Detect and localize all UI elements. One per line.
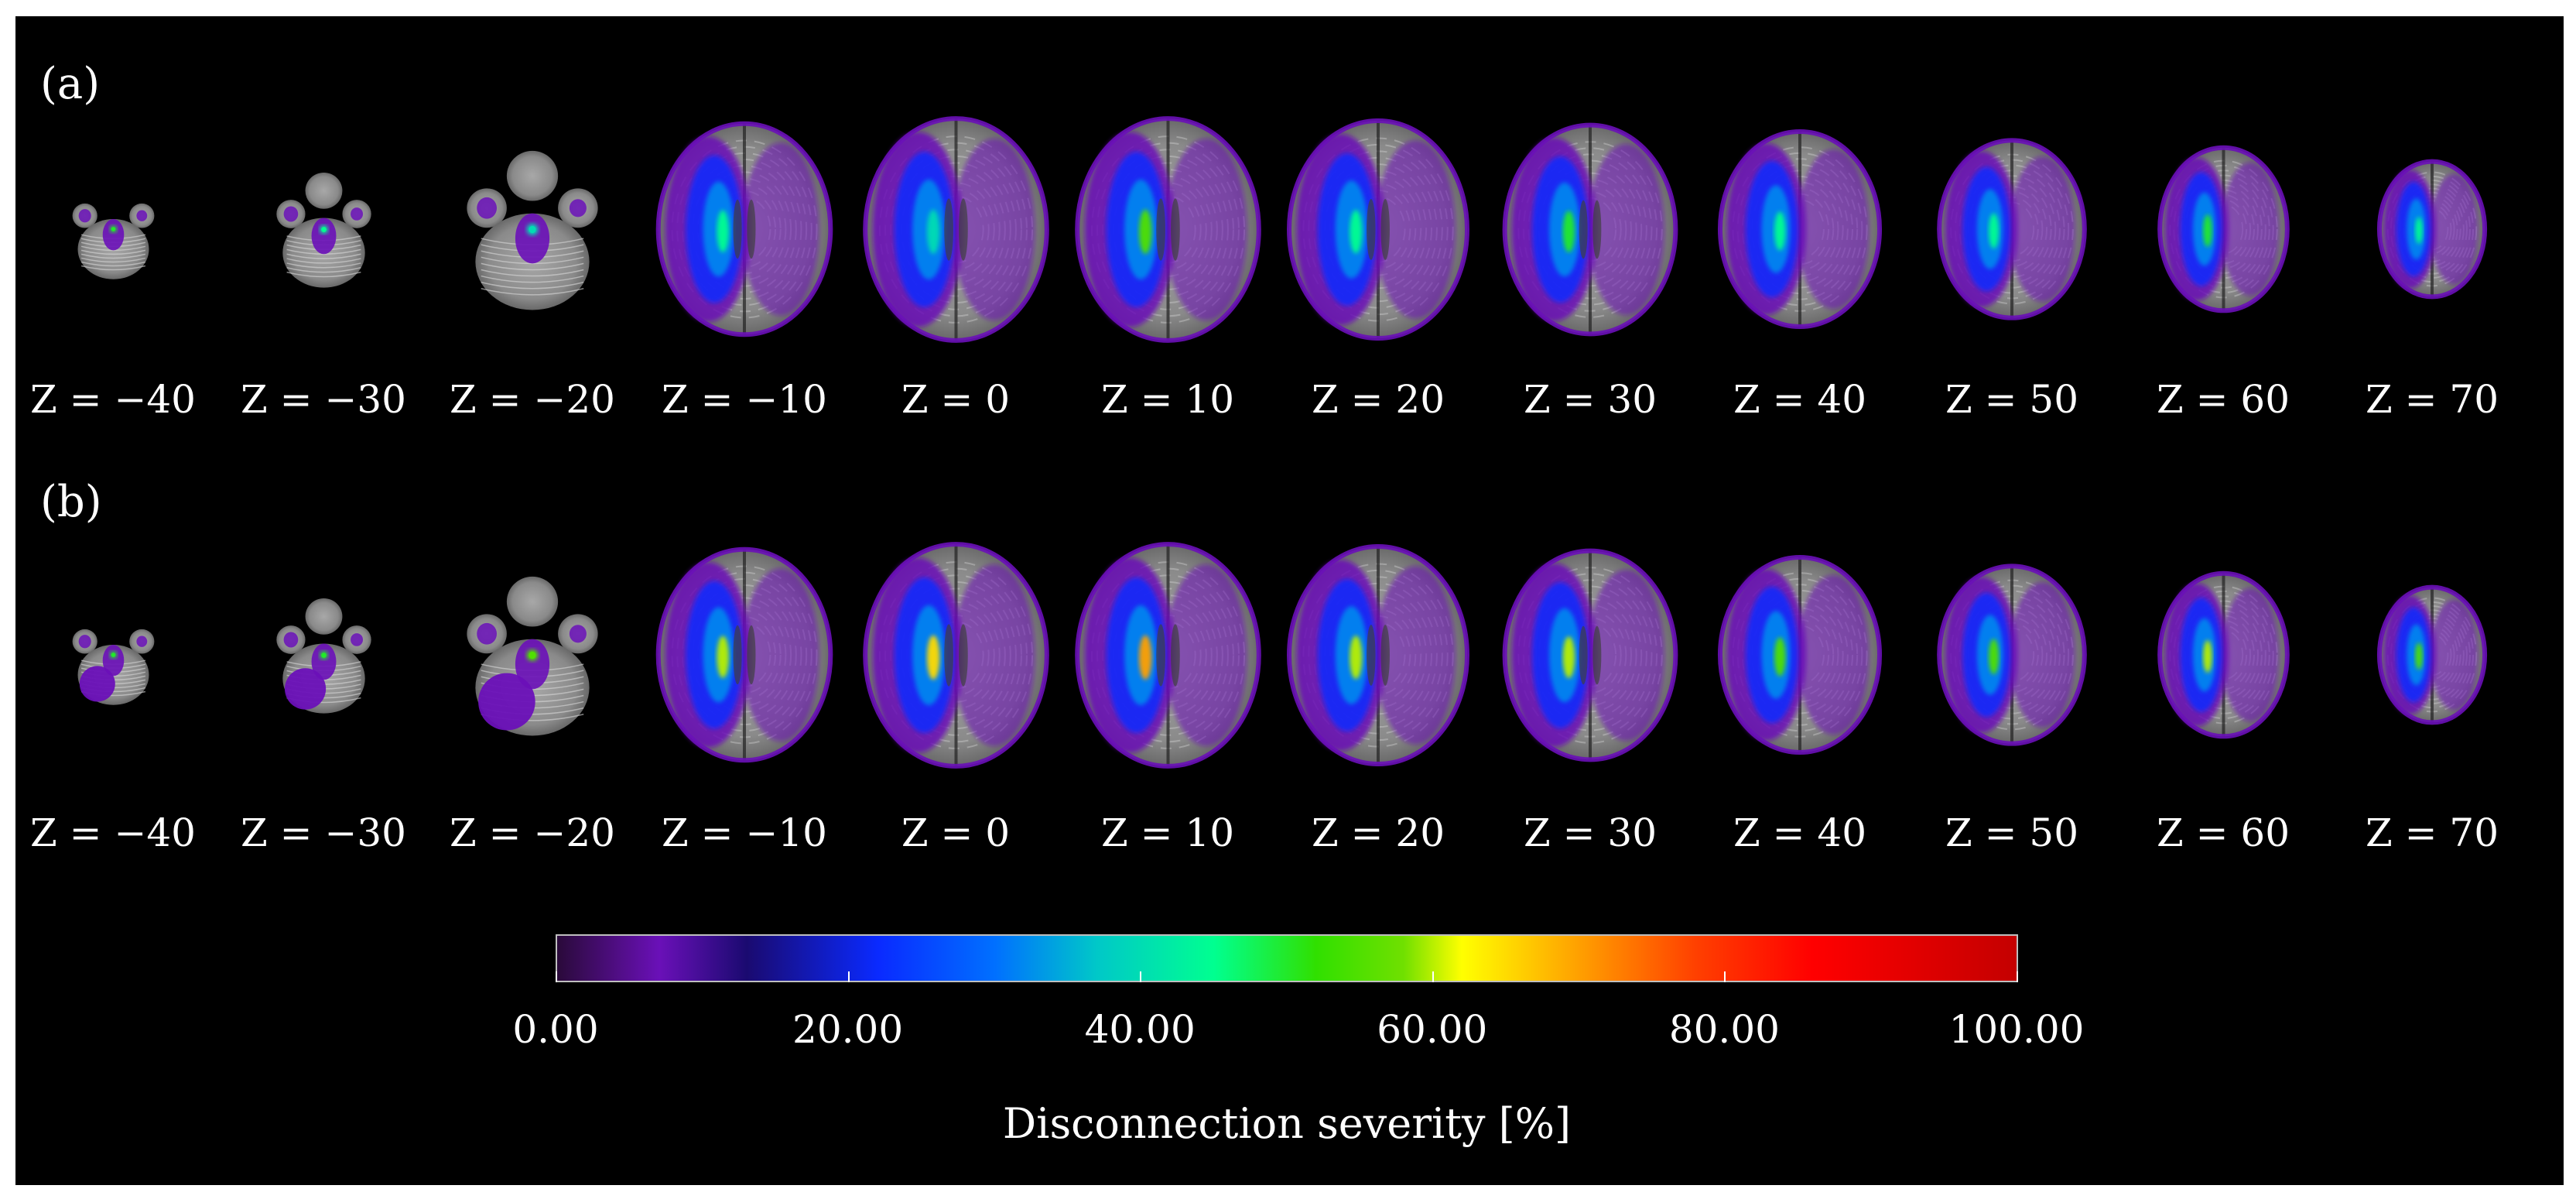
brain-slice: [1933, 560, 2091, 749]
brain-slice-image: [1074, 541, 1261, 769]
brain-slice: [1281, 540, 1475, 771]
z-label: Z = −30: [241, 377, 406, 422]
z-label: Z = 60: [2156, 377, 2290, 422]
brain-slice: [272, 165, 375, 294]
z-label: Z = 40: [1733, 810, 1867, 855]
brain-slice-image: [2157, 570, 2290, 739]
brain-slice-image: [1502, 548, 1678, 762]
z-label: Z = 10: [1100, 377, 1235, 422]
figure: (a) (b) Z = −40 Z = −30 Z = −20 Z = −10 Z = …: [15, 16, 2564, 1185]
brain-slice-image: [1937, 564, 2087, 746]
z-label: Z = −10: [662, 810, 827, 855]
brain-slice-image: [655, 546, 833, 763]
brain-slice: [69, 173, 158, 285]
colorbar-tick-label: 80.00: [1668, 1007, 1780, 1052]
brain-slice-image: [1074, 115, 1261, 343]
brain-slice: [1713, 125, 1887, 333]
brain-slice-image: [1502, 122, 1678, 336]
colorbar-title: Disconnection severity [%]: [1002, 1099, 1572, 1148]
brain-slice-image: [1717, 129, 1883, 329]
z-label: Z = −10: [662, 377, 827, 422]
brain-slice-image: [72, 629, 154, 705]
brain-slice-image: [1717, 555, 1883, 755]
colorbar-tick-label: 0.00: [512, 1007, 599, 1052]
z-label: Z = −20: [450, 810, 615, 855]
colorbar-tick-label: 100.00: [1948, 1007, 2085, 1052]
brain-slice-image: [1287, 543, 1469, 766]
brain-slice: [857, 111, 1055, 348]
colorbar-tick-label: 60.00: [1377, 1007, 1488, 1052]
z-label: Z = −40: [30, 377, 196, 422]
brain-slice: [1933, 135, 2091, 324]
brain-slice-image: [467, 576, 598, 735]
z-label: Z = −30: [241, 810, 406, 855]
brain-slice-image: [1937, 138, 2087, 320]
brain-slice: [1713, 551, 1887, 759]
z-label: Z = 30: [1523, 377, 1657, 422]
brain-slice: [461, 140, 604, 319]
brain-slice-image: [275, 172, 371, 288]
brain-slice-image: [862, 115, 1049, 343]
colorbar-tick-label: 40.00: [1084, 1007, 1196, 1052]
brain-slice-image: [275, 598, 371, 714]
z-label: Z = 50: [1945, 377, 2079, 422]
z-label: Z = 0: [901, 377, 1011, 422]
z-label: Z = −40: [30, 810, 196, 855]
brain-slice-image: [72, 203, 154, 279]
panel-b-label: (b): [40, 477, 102, 527]
colorbar-tick: [2017, 971, 2018, 982]
z-label: Z = −20: [450, 377, 615, 422]
brain-slice: [2375, 583, 2489, 727]
colorbar-tick-label: 20.00: [792, 1007, 904, 1052]
panel-a-label: (a): [40, 59, 101, 109]
colorbar-gradient: [556, 934, 2018, 982]
brain-slice-image: [2157, 145, 2290, 313]
colorbar-tick: [1724, 971, 1726, 982]
z-label: Z = 70: [2365, 377, 2499, 422]
brain-slice: [857, 537, 1055, 773]
z-label: Z = 10: [1100, 810, 1235, 855]
brain-slice: [1069, 111, 1267, 348]
z-label: Z = 20: [1311, 377, 1445, 422]
brain-slice: [1497, 544, 1683, 766]
z-label: Z = 70: [2365, 810, 2499, 855]
brain-slice-image: [655, 121, 833, 337]
brain-slice-image: [862, 541, 1049, 769]
brain-slice: [461, 566, 604, 745]
brain-slice-image: [2376, 159, 2488, 300]
brain-slice: [69, 599, 158, 711]
brain-slice-image: [1287, 118, 1469, 341]
brain-slice: [2375, 157, 2489, 301]
brain-slice: [2154, 568, 2293, 742]
brain-slice: [1497, 118, 1683, 341]
brain-slice-image: [2376, 584, 2488, 725]
brain-slice: [651, 117, 838, 341]
brain-slice: [2154, 142, 2293, 316]
z-label: Z = 50: [1945, 810, 2079, 855]
z-label: Z = 30: [1523, 810, 1657, 855]
brain-slice: [1069, 537, 1267, 773]
colorbar-tick: [1140, 971, 1142, 982]
brain-slice: [272, 591, 375, 720]
z-label: Z = 0: [901, 810, 1011, 855]
colorbar-tick: [556, 971, 557, 982]
z-label: Z = 40: [1733, 377, 1867, 422]
z-label: Z = 20: [1311, 810, 1445, 855]
brain-slice: [651, 543, 838, 767]
colorbar-tick: [1432, 971, 1434, 982]
z-label: Z = 60: [2156, 810, 2290, 855]
brain-slice: [1281, 114, 1475, 345]
colorbar-tick: [847, 971, 850, 982]
brain-slice-image: [467, 150, 598, 310]
